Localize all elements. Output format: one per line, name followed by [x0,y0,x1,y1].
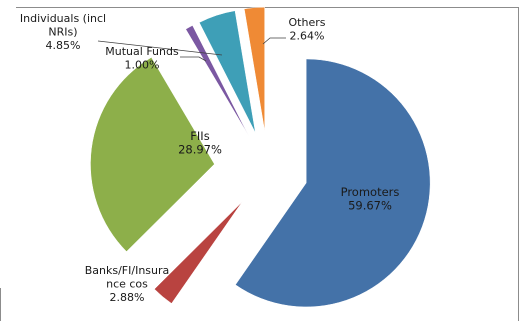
frame-border-left [0,288,1,321]
pie-slice-others [243,6,265,132]
data-label-promoters: Promoters 59.67% [341,185,400,213]
data-label-fiis: FIIs 28.97% [178,129,222,157]
data-label-others: Others 2.64% [289,16,326,43]
frame-border-right [518,7,519,321]
data-label-individuals-incl-nris-: Individuals (incl NRIs) 4.85% [20,12,106,52]
pie-slice-individuals-incl-nris- [198,10,256,134]
pie-slice-fiis [90,57,215,252]
pie-slice-banks-fi-insura-nce-cos [154,201,243,304]
leader-line-others [262,37,286,45]
pie-slice-promoters [235,58,431,308]
leader-line-individuals-incl-nris- [97,40,223,56]
leader-line-mutual-funds [180,56,207,62]
data-label-banks-fi-insura-nce-cos: Banks/FI/Insura nce cos 2.88% [85,264,170,304]
frame-border-top [16,7,519,8]
data-label-mutual-funds: Mutual Funds 1.00% [105,45,179,72]
